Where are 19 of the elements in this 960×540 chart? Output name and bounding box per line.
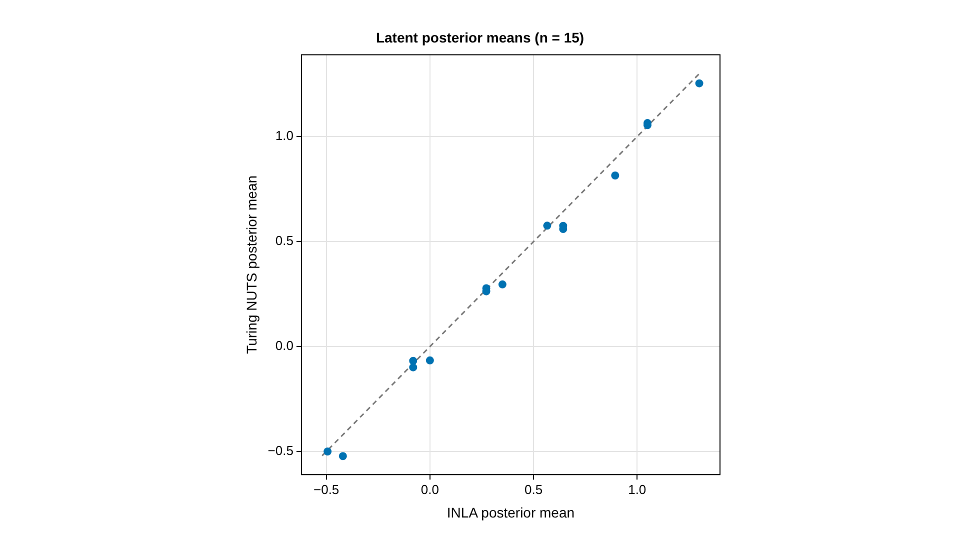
point [611, 171, 620, 180]
x-axis-title: INLA posterior mean [446, 504, 575, 520]
x-tick-label: 1.0 [628, 482, 646, 497]
point [498, 280, 506, 288]
x-tick-label: −0.5 [313, 482, 340, 497]
point [543, 222, 552, 230]
y-tick-label: 0.0 [275, 338, 294, 354]
x-tick-label: 0.0 [420, 482, 439, 497]
y-axis-title: Turing NUTS posterior mean [243, 175, 260, 354]
point [695, 79, 704, 88]
point [426, 356, 434, 364]
x-tick-label: 0.5 [524, 482, 543, 497]
point [409, 363, 418, 372]
y-tick-label: 0.5 [275, 233, 294, 248]
point [324, 448, 332, 456]
point [338, 452, 347, 460]
y-tick-label: −0.5 [268, 443, 294, 458]
chart-title: Latent posterior means (n = 15) [376, 29, 584, 46]
y-tick-label: 1.0 [275, 128, 294, 144]
